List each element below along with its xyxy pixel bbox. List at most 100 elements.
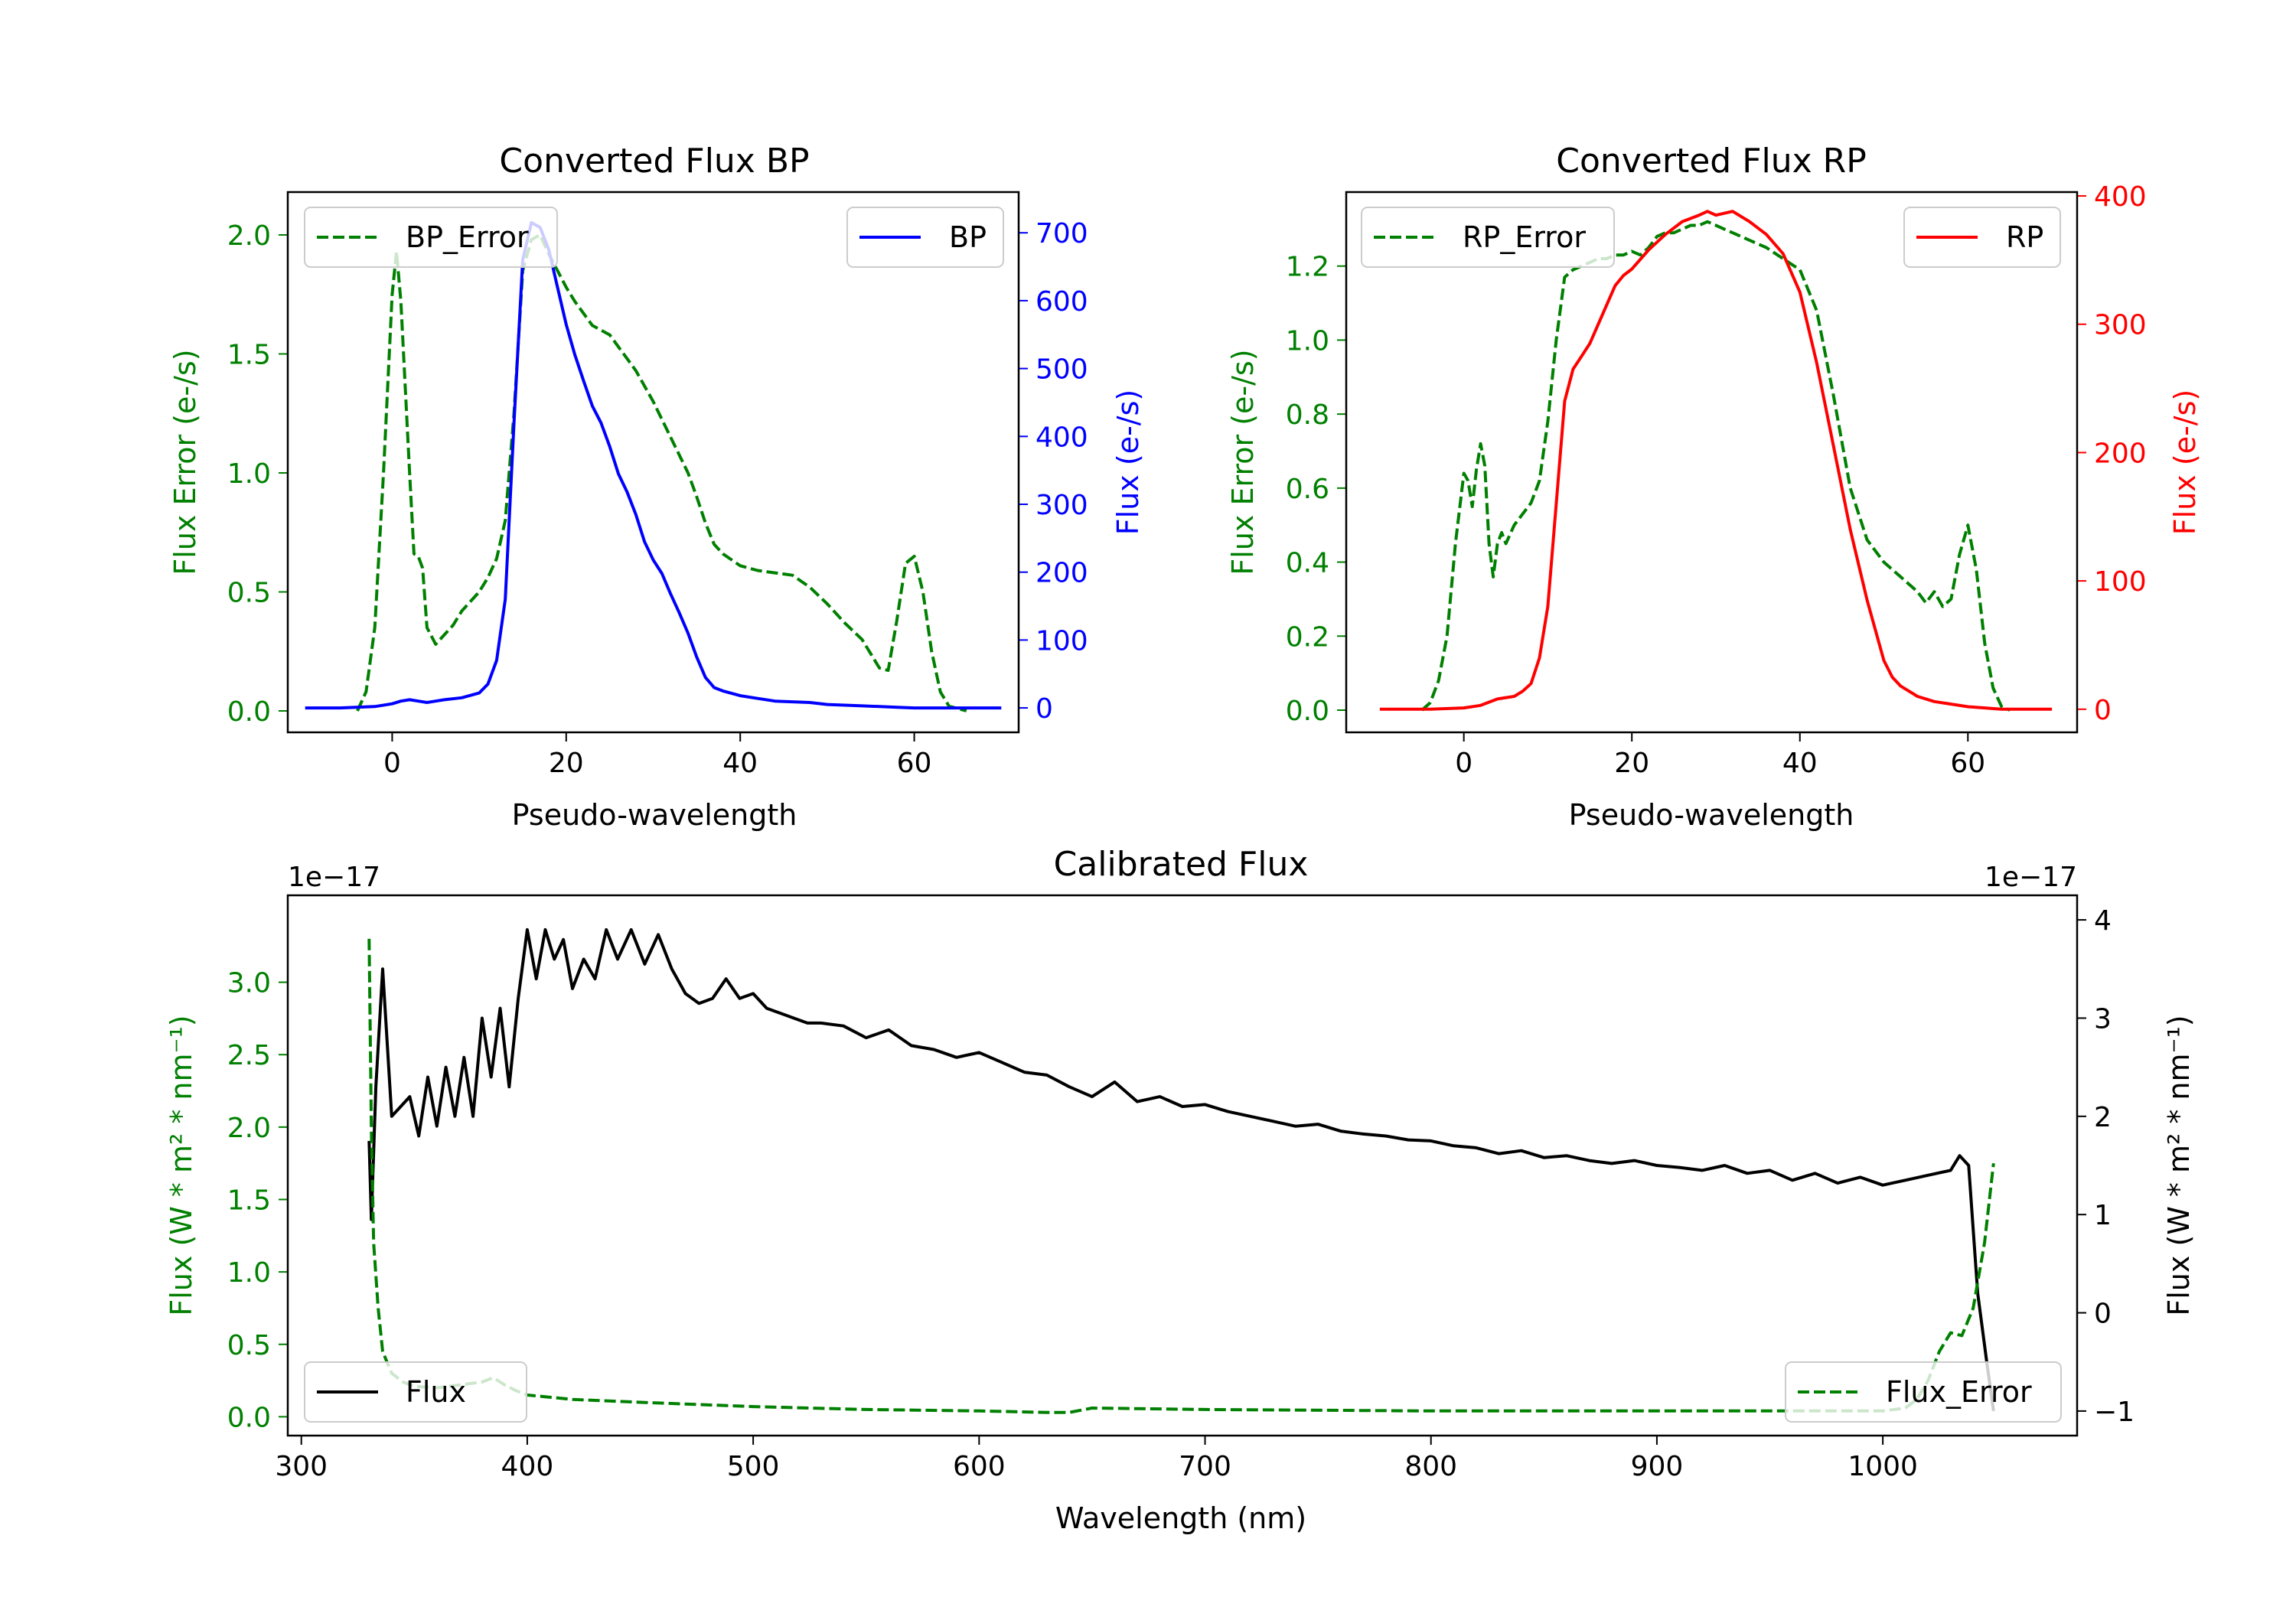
legend-label: RP_Error	[1463, 220, 1586, 254]
y-right-tick-label: 0	[2094, 695, 2112, 726]
x-tick-label: 40	[1782, 748, 1818, 779]
y-right-tick-label: 400	[2094, 181, 2147, 213]
axes-frame	[286, 191, 1020, 734]
legend-right: BP	[846, 207, 1004, 268]
y-left-tick-label: 0.0	[227, 1402, 271, 1433]
legend-left: RP_Error	[1361, 207, 1615, 268]
y-right-ticks: −1 0 1 2 3 4	[2077, 905, 2135, 1428]
legend-right: Flux_Error	[1785, 1361, 2062, 1423]
y-left-tick-label: 0.0	[227, 696, 271, 728]
legend-box	[304, 1361, 527, 1423]
legend-box	[304, 207, 558, 268]
x-tick-label: 800	[1404, 1451, 1457, 1482]
y-right-tick-label: 0	[1035, 693, 1053, 725]
y-left-tick-label: 0.8	[1286, 399, 1329, 431]
legend-left: BP_Error	[304, 207, 558, 268]
x-tick-label: 900	[1631, 1451, 1684, 1482]
y-right-tick-label: 100	[1035, 625, 1088, 657]
legend-label: Flux_Error	[1886, 1375, 2032, 1409]
plot-area	[305, 220, 1002, 712]
y-left-tick-label: 2.5	[227, 1040, 271, 1071]
y-left-tick-label: 1.0	[1286, 325, 1329, 357]
y-left-tick-label: 2.0	[227, 220, 271, 252]
y-left-tick-label: 1.5	[227, 339, 271, 370]
x-tick-label: 700	[1179, 1451, 1231, 1482]
y-left-tick-label: 2.0	[227, 1113, 271, 1144]
y-right-tick-label: 4	[2094, 905, 2112, 937]
x-tick-label: 60	[897, 748, 932, 779]
y-right-ticks: 0 100 200 300 400 500 600 700	[1019, 218, 1088, 725]
y-left-offset-label: 1e−17	[288, 862, 380, 893]
chart-title: Calibrated Flux	[1054, 845, 1309, 884]
y-right-axis-label: Flux (e-/s)	[1111, 390, 1145, 535]
x-axis-label: Pseudo-wavelength	[512, 798, 797, 832]
y-left-axis-label: Flux (W * m² * nm⁻¹)	[165, 1015, 198, 1315]
panel-calibrated-flux: Calibrated Flux 1e−17 1e−17 300 400 500 600…	[165, 845, 2196, 1535]
chart-title: Converted Flux BP	[499, 142, 809, 181]
y-left-tick-label: 0.6	[1286, 474, 1329, 505]
y-left-tick-label: 0.4	[1286, 548, 1329, 579]
x-tick-label: 600	[953, 1451, 1006, 1482]
y-left-tick-label: 1.5	[227, 1185, 271, 1216]
legend-box	[1361, 207, 1615, 268]
x-axis-label: Pseudo-wavelength	[1569, 798, 1854, 832]
series-line-bp	[305, 220, 1002, 710]
series-line-bp-error	[356, 233, 967, 712]
y-left-tick-label: 3.0	[227, 968, 271, 999]
x-tick-label: 20	[1614, 748, 1649, 779]
y-right-tick-label: 3	[2094, 1003, 2112, 1035]
y-left-axis-label: Flux Error (e-/s)	[168, 349, 202, 575]
x-ticks: 300 400 500 600 700 800 900 1000	[275, 1436, 1918, 1482]
x-tick-label: 400	[501, 1451, 554, 1482]
y-right-tick-label: 700	[1035, 218, 1088, 249]
x-tick-label: 20	[549, 748, 584, 779]
y-left-ticks: 0.0 0.5 1.0 1.5 2.0 2.5 3.0	[227, 968, 288, 1433]
plot-area	[1379, 210, 2053, 712]
y-left-tick-label: 0.5	[227, 1330, 271, 1361]
x-tick-label: 500	[727, 1451, 780, 1482]
x-tick-label: 0	[383, 748, 401, 779]
y-right-tick-label: 300	[2094, 310, 2147, 341]
x-tick-label: 300	[275, 1451, 328, 1482]
legend-left: Flux	[304, 1361, 527, 1423]
legend-box	[1903, 207, 2061, 268]
y-right-tick-label: 100	[2094, 566, 2147, 598]
y-left-ticks: 0.0 0.2 0.4 0.6 0.8 1.0 1.2	[1286, 252, 1346, 727]
legend-box	[846, 207, 1004, 268]
y-right-ticks: 0 100 200 300 400	[2077, 181, 2147, 726]
legend-box	[1785, 1361, 2062, 1423]
x-tick-label: 0	[1455, 748, 1473, 779]
series-line-rp-error	[1420, 220, 2011, 712]
series-line-flux-error	[367, 938, 1995, 1414]
y-right-axis-label: Flux (e-/s)	[2168, 390, 2202, 535]
y-right-tick-label: 2	[2094, 1102, 2112, 1133]
x-tick-label: 60	[1950, 748, 1985, 779]
axes-frame	[1345, 191, 2079, 734]
y-right-tick-label: 500	[1035, 354, 1088, 386]
y-left-axis-label: Flux Error (e-/s)	[1226, 349, 1260, 575]
panel-converted-flux-bp: Converted Flux BP 0 20 40 60 0.0 0.5 1.0 1.5 2.…	[168, 142, 1145, 832]
x-ticks: 0 20 40 60	[1455, 732, 1985, 779]
chart-title: Converted Flux RP	[1556, 142, 1867, 181]
x-ticks: 0 20 40 60	[383, 732, 932, 779]
y-right-tick-label: 200	[1035, 558, 1088, 589]
series-line-flux	[367, 927, 1995, 1412]
y-left-tick-label: 0.0	[1286, 696, 1329, 727]
y-right-tick-label: 300	[1035, 490, 1088, 521]
series-line-rp	[1379, 210, 2053, 711]
y-left-ticks: 0.0 0.5 1.0 1.5 2.0	[227, 220, 288, 728]
y-right-tick-label: 600	[1035, 286, 1088, 318]
x-tick-label: 1000	[1848, 1451, 1918, 1482]
y-right-tick-label: 400	[1035, 422, 1088, 453]
y-right-tick-label: 200	[2094, 438, 2147, 469]
axes-frame	[286, 894, 2079, 1437]
y-left-tick-label: 0.5	[227, 578, 271, 609]
y-left-tick-label: 0.2	[1286, 621, 1329, 653]
y-right-tick-label: −1	[2094, 1397, 2135, 1428]
y-left-tick-label: 1.0	[227, 458, 271, 490]
legend-right: RP	[1903, 207, 2061, 268]
legend-label: RP	[2006, 220, 2043, 254]
legend-label: BP_Error	[406, 220, 529, 254]
legend-label: Flux	[406, 1375, 466, 1409]
